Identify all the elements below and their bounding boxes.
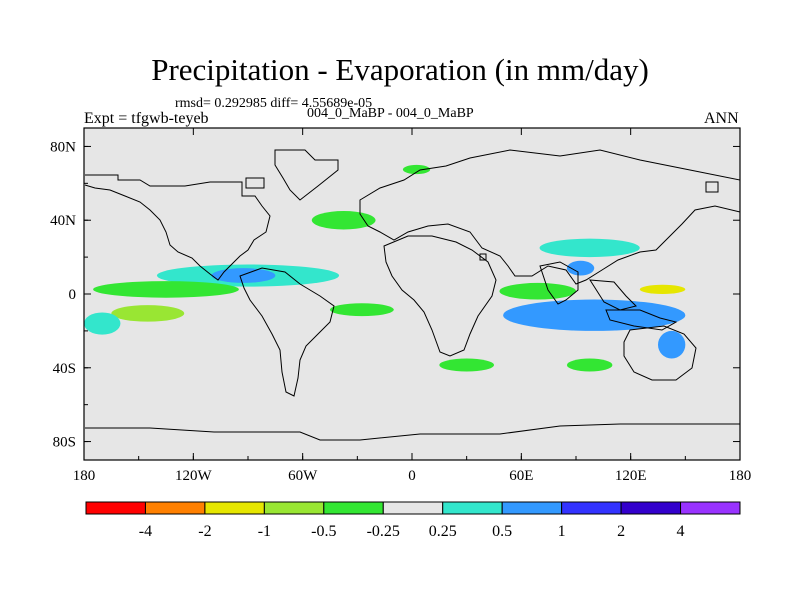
anomaly-north-pacific-west-wet: [539, 238, 640, 258]
colorbar-swatch: [442, 501, 503, 515]
coast-antarctica: [85, 423, 740, 441]
chart-stats: rmsd= 0.292985 diff= 4.55689e-05: [175, 96, 373, 111]
experiment-label: Expt = tfgwb-teyeb: [84, 110, 209, 127]
chart-title: Precipitation - Evaporation (in mm/day): [151, 52, 649, 87]
anomaly-bay-of-bengal-wet: [566, 260, 595, 276]
colorbar-label: 0.25: [429, 523, 457, 540]
colorbar-swatch: [144, 501, 206, 515]
anomaly-southern-indian-wet-fringe: [503, 299, 686, 331]
anomaly-central-america-wet: [211, 268, 276, 283]
coast-island-1: [245, 177, 265, 189]
anomaly-australia-east-wet: [658, 330, 686, 359]
coast-india: [539, 261, 579, 305]
x-tick-label: 120E: [615, 468, 647, 484]
colorbar-label: -2: [198, 523, 211, 540]
coast-indonesia: [605, 309, 678, 331]
colorbar-swatch: [680, 501, 741, 515]
anomaly-south-atlantic-dry: [330, 303, 394, 317]
colorbar-swatch: [85, 501, 146, 515]
x-tick-label: 60E: [509, 468, 533, 484]
colorbar-label: 1: [558, 523, 566, 540]
y-tick-label: 0: [69, 287, 77, 303]
colorbar-label: -4: [139, 523, 152, 540]
x-tick-label: 180: [73, 468, 96, 484]
anomaly-southwest-pacific-wet: [84, 312, 121, 335]
colorbar-swatch: [263, 501, 325, 515]
colorbar-swatch: [382, 501, 444, 515]
x-tick-label: 60W: [288, 468, 318, 484]
colorbar-swatch: [561, 501, 622, 515]
anomaly-indian-ocean-dry: [499, 282, 576, 300]
anomaly-southern-ocean-dry: [439, 358, 494, 372]
coast-greenland: [274, 149, 339, 201]
colorbar-label: -0.25: [367, 523, 400, 540]
colorbar-label: 2: [617, 523, 625, 540]
colorbar-swatch: [323, 501, 384, 515]
anomaly-south-pacific-dry: [111, 305, 185, 322]
anomaly-north-atlantic-wet-patch: [402, 164, 431, 175]
x-tick-label: 0: [408, 468, 416, 484]
coast-island-3: [705, 181, 719, 193]
colorbar: -4 -2 -1 -0.5 -0.25 0.25 0.5 1 2 4: [85, 501, 741, 540]
coast-eurasia: [359, 149, 741, 285]
y-tick-label: 80N: [50, 139, 76, 155]
y-tick-label: 80S: [53, 435, 76, 451]
coast-island-2: [479, 253, 487, 261]
x-tick-label: 120W: [175, 468, 213, 484]
colorbar-swatch: [620, 501, 682, 515]
x-tick-label: 180: [729, 468, 752, 484]
anomaly-south-indian-dry: [566, 358, 613, 372]
coast-africa: [383, 235, 497, 357]
colorbar-swatch: [501, 501, 563, 515]
coast-australia: [623, 325, 697, 381]
y-tick-label: 40S: [53, 361, 76, 377]
coast-southeast-asia: [589, 279, 637, 311]
anomaly-layer: [84, 164, 686, 372]
coast-south-america: [239, 267, 335, 397]
season-label: ANN: [704, 110, 739, 127]
anomaly-east-pacific-itcz-dry: [93, 281, 239, 298]
coastlines: [84, 149, 741, 441]
y-tick-label: 40N: [50, 213, 76, 229]
axes: 180 120W 60W 0 60E 120E 180 80N 40N 0 40S 80S: [50, 127, 752, 484]
colorbar-swatch: [204, 501, 265, 515]
anomaly-indian-ocean-yellow-core: [639, 284, 686, 294]
colorbar-label: 4: [677, 523, 685, 540]
colorbar-label: 0.5: [492, 523, 512, 540]
colorbar-label: -0.5: [311, 523, 336, 540]
coast-north-america: [84, 174, 271, 281]
chart-subtitle: 004_0_MaBP - 004_0_MaBP: [307, 106, 474, 121]
colorbar-label: -1: [258, 523, 271, 540]
anomaly-atlantic-subtropic-dry: [311, 211, 376, 230]
